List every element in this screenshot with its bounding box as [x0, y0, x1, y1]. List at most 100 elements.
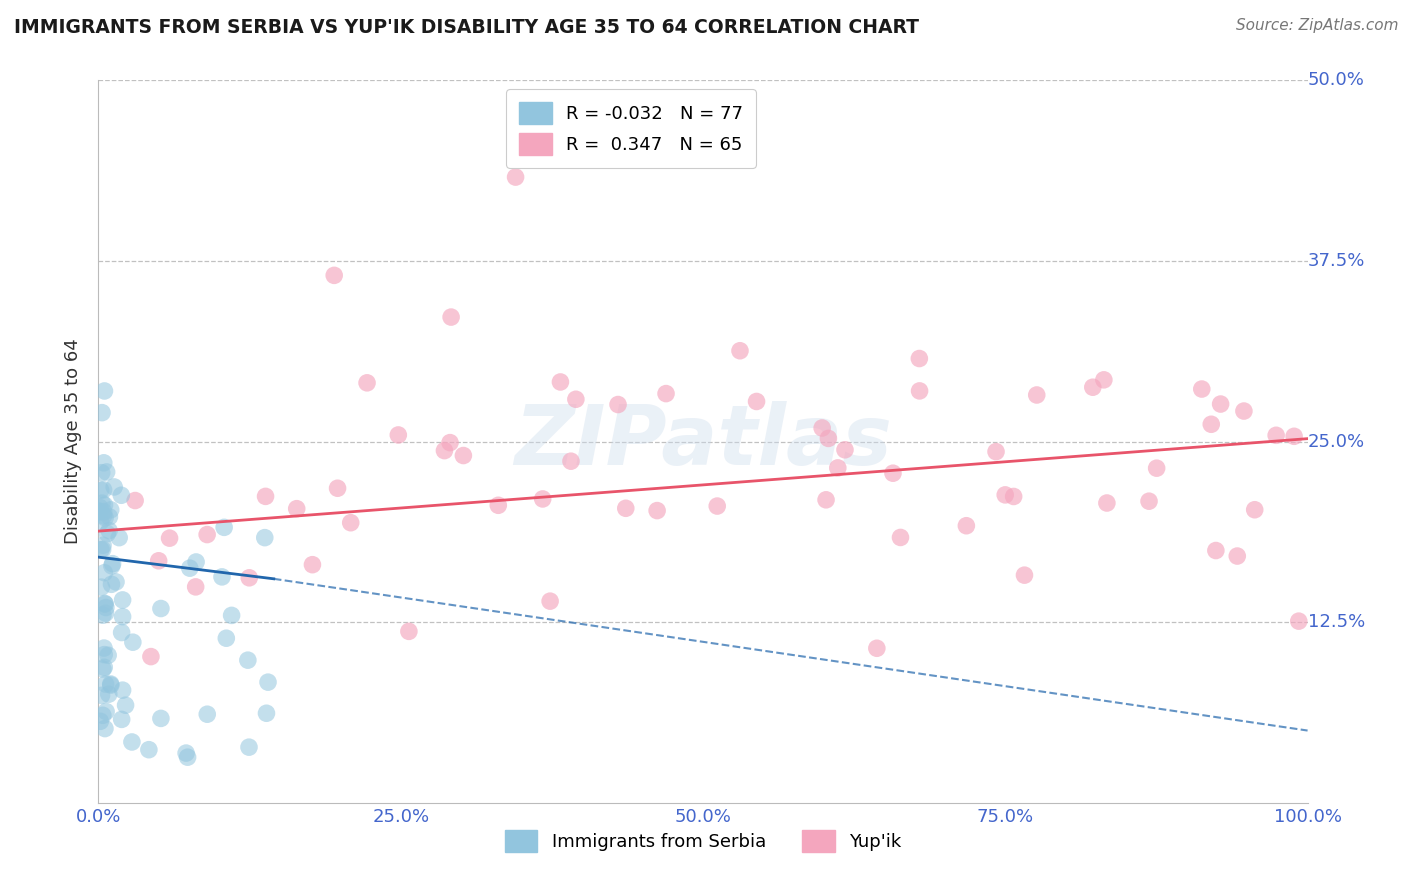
- Point: [93, 648, 115, 662]
- Point: [139, 649, 162, 664]
- Point: [257, 675, 280, 690]
- Point: [889, 531, 911, 545]
- Point: [124, 493, 146, 508]
- Point: [655, 386, 678, 401]
- Point: [91, 406, 114, 420]
- Point: [98, 524, 121, 538]
- Point: [1209, 397, 1232, 411]
- Point: [866, 641, 889, 656]
- Point: [101, 558, 124, 573]
- Point: [1025, 388, 1047, 402]
- Point: [110, 488, 132, 502]
- Point: [108, 531, 131, 545]
- Point: [111, 609, 134, 624]
- Point: [91, 542, 114, 557]
- Point: [1002, 490, 1025, 504]
- Point: [1205, 543, 1227, 558]
- Point: [100, 577, 122, 591]
- Text: Source: ZipAtlas.com: Source: ZipAtlas.com: [1236, 18, 1399, 33]
- Point: [90, 580, 112, 594]
- Point: [607, 398, 630, 412]
- Point: [91, 708, 114, 723]
- Point: [1137, 494, 1160, 508]
- Point: [326, 481, 349, 495]
- Point: [256, 706, 278, 721]
- Point: [90, 542, 112, 557]
- Point: [93, 641, 115, 656]
- Point: [453, 449, 475, 463]
- Point: [100, 678, 122, 692]
- Point: [440, 310, 463, 324]
- Point: [908, 384, 931, 398]
- Point: [1092, 373, 1115, 387]
- Point: [100, 503, 122, 517]
- Point: [1265, 428, 1288, 442]
- Point: [97, 648, 120, 663]
- Point: [254, 489, 277, 503]
- Point: [211, 570, 233, 584]
- Text: 12.5%: 12.5%: [1308, 613, 1365, 632]
- Y-axis label: Disability Age 35 to 64: Disability Age 35 to 64: [65, 339, 83, 544]
- Point: [994, 488, 1017, 502]
- Point: [238, 740, 260, 755]
- Point: [1282, 429, 1305, 443]
- Point: [89, 505, 111, 519]
- Point: [93, 498, 115, 512]
- Point: [87, 504, 110, 518]
- Point: [1191, 382, 1213, 396]
- Point: [91, 608, 114, 623]
- Point: [94, 510, 117, 524]
- Point: [811, 421, 834, 435]
- Point: [339, 516, 361, 530]
- Point: [398, 624, 420, 639]
- Point: [87, 505, 110, 519]
- Point: [96, 465, 118, 479]
- Point: [121, 635, 143, 649]
- Point: [111, 593, 134, 607]
- Point: [236, 653, 259, 667]
- Point: [817, 431, 839, 445]
- Point: [356, 376, 378, 390]
- Text: 50.0%: 50.0%: [1308, 71, 1364, 89]
- Point: [93, 483, 115, 497]
- Point: [1146, 461, 1168, 475]
- Point: [195, 527, 218, 541]
- Point: [1243, 502, 1265, 516]
- Point: [176, 750, 198, 764]
- Point: [827, 461, 849, 475]
- Point: [174, 746, 197, 760]
- Point: [815, 492, 838, 507]
- Point: [93, 566, 115, 580]
- Point: [93, 456, 115, 470]
- Point: [105, 574, 128, 589]
- Point: [323, 268, 346, 283]
- Point: [96, 526, 118, 541]
- Point: [1014, 568, 1036, 582]
- Point: [908, 351, 931, 366]
- Point: [1081, 380, 1104, 394]
- Point: [103, 480, 125, 494]
- Point: [238, 571, 260, 585]
- Point: [565, 392, 588, 407]
- Legend: Immigrants from Serbia, Yup'ik: Immigrants from Serbia, Yup'ik: [498, 822, 908, 859]
- Text: 37.5%: 37.5%: [1308, 252, 1365, 270]
- Point: [94, 677, 117, 691]
- Point: [93, 384, 115, 398]
- Point: [93, 596, 115, 610]
- Point: [90, 483, 112, 497]
- Point: [301, 558, 323, 572]
- Point: [882, 467, 904, 481]
- Point: [149, 601, 172, 615]
- Point: [285, 501, 308, 516]
- Point: [159, 531, 181, 545]
- Point: [101, 557, 124, 571]
- Point: [215, 631, 238, 645]
- Point: [439, 435, 461, 450]
- Point: [89, 714, 111, 729]
- Point: [90, 689, 112, 703]
- Point: [195, 707, 218, 722]
- Point: [538, 594, 561, 608]
- Point: [253, 531, 276, 545]
- Point: [560, 454, 582, 468]
- Point: [98, 509, 121, 524]
